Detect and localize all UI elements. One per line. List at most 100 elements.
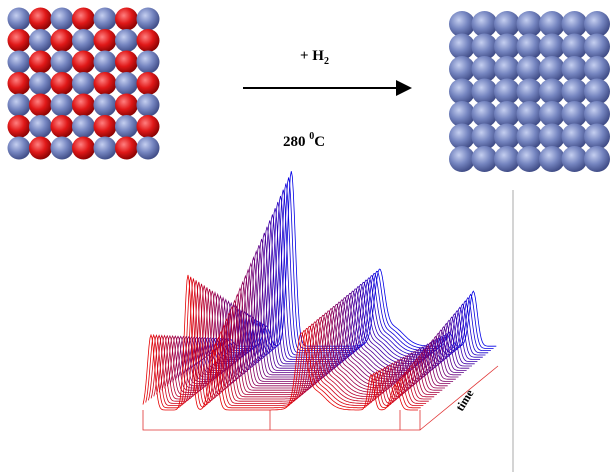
- atom: [29, 29, 52, 52]
- atom: [29, 8, 52, 31]
- atom: [494, 34, 520, 60]
- atom: [539, 34, 565, 60]
- atom: [72, 8, 95, 31]
- atom: [115, 51, 138, 74]
- atom: [472, 34, 498, 60]
- atom: [449, 124, 475, 150]
- atom: [494, 124, 520, 150]
- temperature-label: 280 0C: [283, 131, 325, 150]
- atom: [584, 101, 610, 127]
- atom: [517, 34, 543, 60]
- atom: [584, 146, 610, 172]
- arrow-head: [396, 80, 412, 96]
- atom: [8, 137, 31, 160]
- atom: [29, 51, 52, 74]
- atom: [449, 34, 475, 60]
- atom: [584, 56, 610, 82]
- atom: [449, 146, 475, 172]
- atom: [472, 11, 498, 37]
- atom: [94, 29, 117, 52]
- atom: [539, 79, 565, 105]
- atom: [137, 51, 160, 74]
- atom: [115, 115, 138, 138]
- atom: [539, 146, 565, 172]
- atom: [539, 124, 565, 150]
- atom: [584, 79, 610, 105]
- atom: [51, 51, 74, 74]
- atom: [472, 56, 498, 82]
- atom: [562, 56, 588, 82]
- atom: [8, 51, 31, 74]
- atom: [29, 115, 52, 138]
- atom: [539, 101, 565, 127]
- atom: [94, 8, 117, 31]
- atom: [472, 79, 498, 105]
- atom: [562, 146, 588, 172]
- atom: [72, 137, 95, 160]
- atom: [137, 137, 160, 160]
- atom: [51, 94, 74, 117]
- waterfall-plot: [143, 171, 498, 430]
- atom: [494, 79, 520, 105]
- atom: [115, 137, 138, 160]
- atom: [137, 115, 160, 138]
- atom: [517, 79, 543, 105]
- atom: [137, 72, 160, 95]
- atom: [494, 56, 520, 82]
- atom: [94, 115, 117, 138]
- atom: [472, 101, 498, 127]
- atom: [517, 146, 543, 172]
- atom: [29, 137, 52, 160]
- atom: [72, 94, 95, 117]
- atom: [137, 94, 160, 117]
- atom: [8, 115, 31, 138]
- atom: [517, 56, 543, 82]
- atom: [562, 11, 588, 37]
- atom: [8, 8, 31, 31]
- atom: [72, 51, 95, 74]
- atom: [115, 8, 138, 31]
- atom: [539, 56, 565, 82]
- atom: [94, 51, 117, 74]
- figure: + H2 280 0C time: [0, 0, 610, 474]
- atom: [562, 124, 588, 150]
- atom: [472, 124, 498, 150]
- atom: [29, 72, 52, 95]
- product-structure: [449, 11, 610, 172]
- atom: [29, 94, 52, 117]
- atom: [494, 146, 520, 172]
- atom: [72, 115, 95, 138]
- axis-label: time: [453, 386, 477, 413]
- atom: [494, 11, 520, 37]
- atom: [584, 124, 610, 150]
- atom: [115, 94, 138, 117]
- atom: [137, 29, 160, 52]
- atom: [449, 11, 475, 37]
- atom: [517, 101, 543, 127]
- atom: [72, 29, 95, 52]
- alloy-structure: [8, 8, 160, 160]
- atom: [8, 94, 31, 117]
- atom: [51, 29, 74, 52]
- atom: [8, 72, 31, 95]
- atom: [94, 72, 117, 95]
- atom: [51, 8, 74, 31]
- atom: [51, 72, 74, 95]
- atom: [51, 137, 74, 160]
- atom: [449, 79, 475, 105]
- atom: [115, 72, 138, 95]
- atom: [517, 124, 543, 150]
- atom: [115, 29, 138, 52]
- reagent-label: + H2: [300, 48, 329, 67]
- atom: [562, 34, 588, 60]
- atom: [517, 11, 543, 37]
- atom: [584, 34, 610, 60]
- atom: [562, 101, 588, 127]
- atom: [449, 101, 475, 127]
- atom: [584, 11, 610, 37]
- atom: [94, 94, 117, 117]
- atom: [94, 137, 117, 160]
- atom: [562, 79, 588, 105]
- atom: [72, 72, 95, 95]
- atom: [539, 11, 565, 37]
